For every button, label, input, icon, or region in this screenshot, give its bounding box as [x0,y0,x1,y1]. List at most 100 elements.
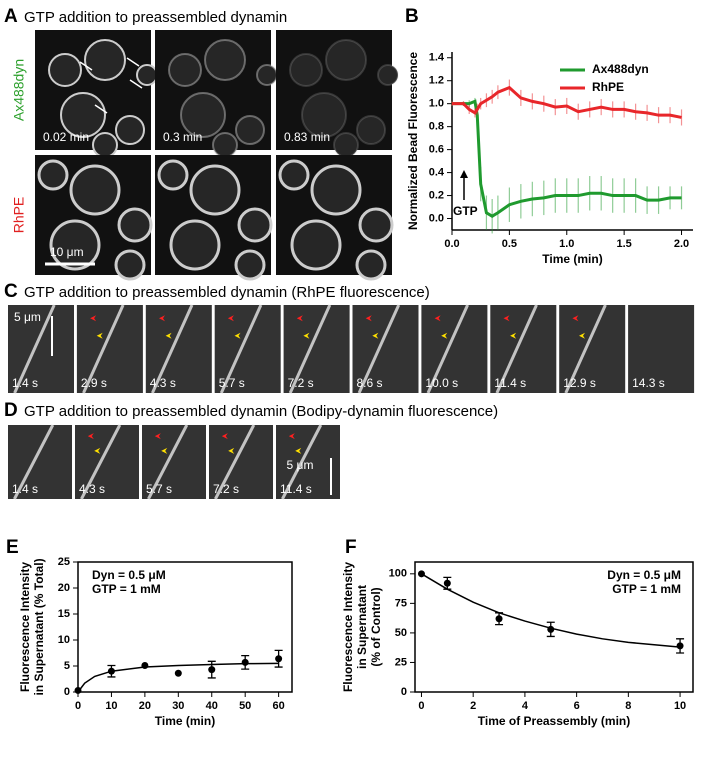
arrowhead [288,433,295,440]
legend-label: Ax488dyn [592,62,649,76]
bead [48,53,82,87]
bead [356,115,386,145]
x-tick-label: 1.5 [616,238,631,250]
data-point [208,666,216,674]
x-tick-label: 10 [674,700,686,712]
bead [301,92,347,138]
bead [310,164,362,216]
time-label: 8.6 s [357,376,383,390]
y-axis-label: (% of Control) [369,587,383,666]
x-tick-label: 10 [105,700,117,712]
bead [84,39,126,81]
time-label: 12.9 s [563,376,596,390]
x-axis-label: Time (min) [542,252,602,266]
y-tick-label: 50 [395,627,407,639]
x-tick-label: 8 [625,700,631,712]
time-label: 11.4 s [280,482,312,496]
legend-label: RhPE [592,80,624,94]
y-tick-label: 5 [64,660,70,672]
arrowhead [94,447,101,454]
arrowhead [503,315,510,322]
arrowhead [87,433,94,440]
annotation: GTP = 1 mM [92,582,161,596]
micrograph [76,305,143,393]
bead [115,115,145,145]
bead [180,92,226,138]
time-label: 0.3 min [163,130,202,144]
y-tick-label: 0.6 [429,144,444,156]
bead [69,164,121,216]
x-tick-label: 6 [574,700,580,712]
panel-title: GTP addition to preassembled dynamin [24,9,287,26]
x-tick-label: 50 [239,700,251,712]
y-tick-label: 20 [58,582,70,594]
arrowhead [90,315,97,322]
arrow [126,57,140,67]
time-label: 0.02 min [43,130,89,144]
x-tick-label: 0 [75,700,81,712]
micrograph [209,425,273,499]
time-label: 2.9 s [81,376,107,390]
membrane-tube [13,304,56,394]
scale-label: 10 μm [50,245,84,259]
bead [168,53,202,87]
bead [237,207,273,243]
membrane-tube [281,424,323,500]
bead [204,39,246,81]
data-point [495,615,503,623]
y-tick-label: 0.8 [429,121,444,133]
bead [325,39,367,81]
y-tick-label: 25 [58,556,70,568]
x-tick-label: 20 [139,700,151,712]
arrowhead [572,315,579,322]
bead [289,53,323,87]
annotation: GTP = 1 mM [612,582,681,596]
arrowhead [227,315,234,322]
arrowhead [579,332,585,339]
arrowhead [510,332,517,339]
micrograph [352,305,419,393]
series-line [452,85,682,119]
panel-label: F [345,537,357,558]
micrograph [421,305,488,393]
micrograph [145,305,212,393]
micrograph [8,425,72,499]
data-point [417,570,425,578]
x-tick-label: 60 [273,700,285,712]
data-point [141,661,149,669]
y-axis-label: Normalized Bead Fluorescence [406,52,420,230]
y-axis-label: Fluorescence Intensity [341,562,355,692]
x-tick-label: 0 [418,700,424,712]
bead [60,92,106,138]
bead [358,207,394,243]
panel-label: A [4,6,18,27]
membrane-tube [214,424,256,500]
arrowhead [165,332,172,339]
micrograph [283,305,350,393]
micrograph [628,305,695,393]
time-label: 14.3 s [632,376,665,390]
arrowhead [228,447,235,454]
scale-label: 5 μm [287,458,314,472]
membrane-tube [80,424,122,500]
arrowhead [96,332,103,339]
y-tick-label: 100 [389,568,407,580]
micrograph [142,425,206,499]
x-tick-label: 0.5 [502,238,517,250]
membrane-tube [357,304,401,394]
data-point [107,667,115,675]
bead [234,249,266,281]
y-tick-label: 75 [395,597,407,609]
arrowhead [365,315,372,322]
y-tick-label: 0 [64,686,70,698]
panel-label: B [405,6,419,27]
arrowhead [434,315,441,322]
plot-frame [414,561,694,693]
y-axis-label: in Supernatant (% Total) [32,558,46,695]
data-point [676,642,684,650]
arrowhead [161,447,168,454]
data-point [275,655,283,663]
bead [290,219,342,271]
bead [189,164,241,216]
